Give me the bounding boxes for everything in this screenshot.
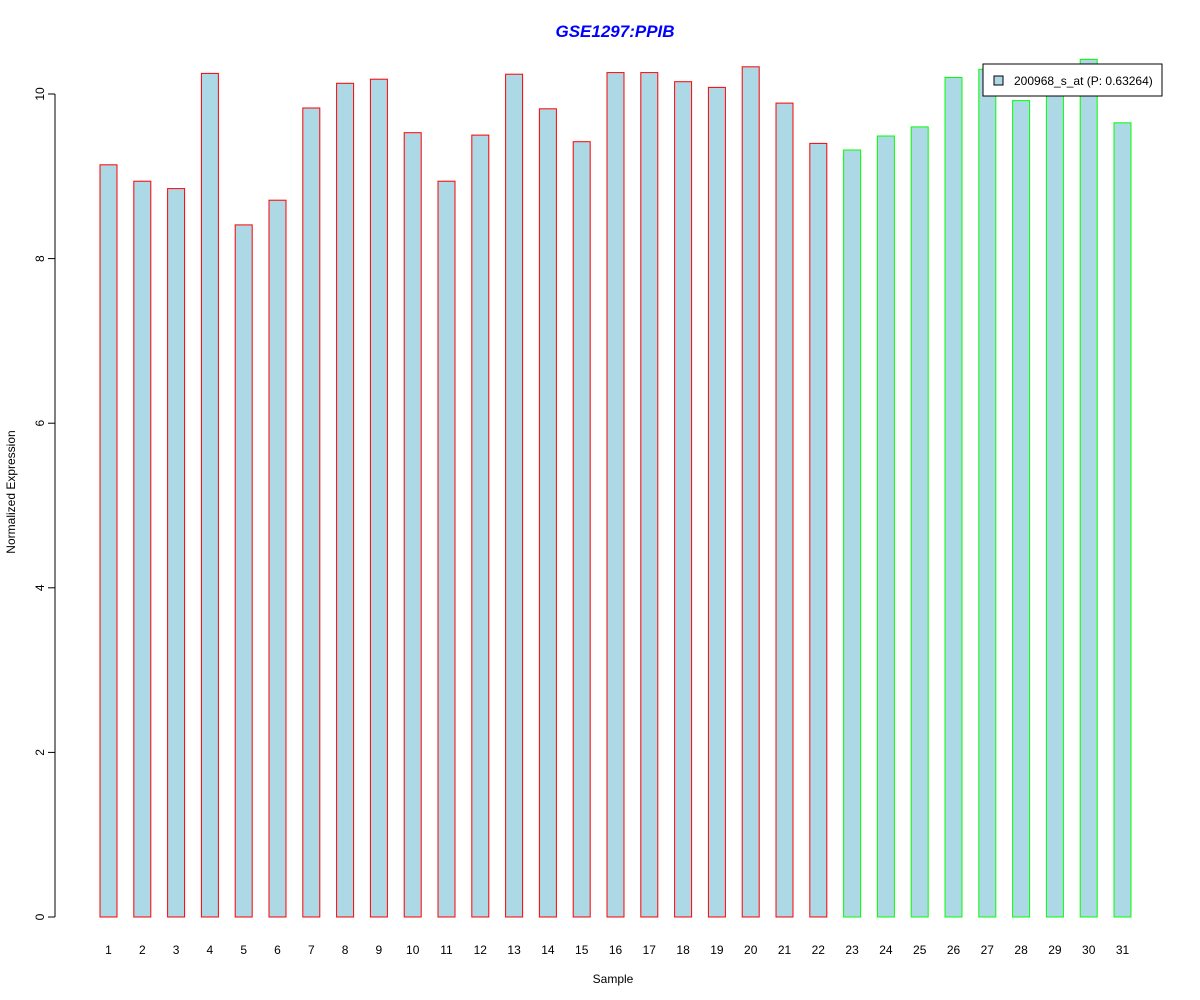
bar-sample-24 [876, 135, 895, 918]
x-axis-tick-label: 25 [913, 943, 927, 957]
y-axis-tick-label: 8 [33, 255, 47, 262]
bar-sample-2 [133, 180, 152, 918]
bar-sample-12 [471, 134, 490, 918]
bar-sample-27 [978, 68, 997, 918]
x-axis-tick-label: 14 [541, 943, 555, 957]
bar-sample-6 [268, 199, 287, 918]
y-axis-tick-label: 4 [33, 584, 47, 591]
x-axis-tick-label: 21 [778, 943, 792, 957]
bar-sample-25 [910, 126, 929, 918]
bar-sample-20 [741, 66, 760, 918]
bar-sample-22 [809, 142, 828, 918]
x-axis-tick-label: 29 [1048, 943, 1062, 957]
x-axis-tick-label: 31 [1116, 943, 1130, 957]
y-axis: 0 2 4 6 8 10 [33, 87, 56, 920]
bar-sample-29 [1045, 95, 1064, 918]
bar-sample-26 [944, 77, 963, 918]
bar-sample-1 [99, 164, 118, 918]
x-axis-tick-label: 11 [440, 943, 453, 957]
x-axis-tick-label: 19 [710, 943, 724, 957]
legend: 200968_s_at (P: 0.63264) [982, 63, 1163, 97]
bar-sample-21 [775, 102, 794, 918]
x-axis-label: Sample [593, 972, 634, 986]
bar-sample-3 [167, 188, 186, 918]
legend-box [982, 63, 1163, 97]
x-axis-tick-label: 18 [676, 943, 690, 957]
bar-sample-23 [843, 149, 862, 918]
bar-sample-30 [1079, 58, 1098, 918]
y-axis-tick-label: 2 [33, 749, 47, 756]
bar-sample-5 [234, 224, 253, 918]
x-axis-tick-label: 3 [173, 943, 180, 957]
y-axis-tick-label: 10 [33, 87, 47, 101]
bars [99, 58, 1132, 918]
chart-title: GSE1297:PPIB [555, 22, 674, 41]
bar-sample-19 [707, 86, 726, 918]
x-axis-tick-label: 2 [139, 943, 146, 957]
x-axis-tick-label: 24 [879, 943, 893, 957]
legend-label: 200968_s_at (P: 0.63264) [1014, 74, 1153, 88]
x-axis-tick-label: 6 [274, 943, 281, 957]
bar-sample-7 [302, 107, 321, 918]
y-axis-tick-label: 0 [33, 913, 47, 920]
y-axis-tick-label: 6 [33, 420, 47, 427]
bar-sample-10 [403, 132, 422, 918]
x-axis-tick-label: 5 [240, 943, 247, 957]
bar-sample-13 [505, 73, 524, 918]
bar-sample-11 [437, 180, 456, 918]
x-axis-tick-label: 30 [1082, 943, 1096, 957]
x-axis-tick-label: 10 [406, 943, 420, 957]
bar-sample-17 [640, 72, 659, 918]
bar-sample-28 [1012, 100, 1031, 918]
bar-sample-15 [572, 141, 591, 918]
x-axis-tick-label: 1 [105, 943, 112, 957]
x-axis-tick-label: 9 [376, 943, 383, 957]
bar-sample-18 [674, 81, 693, 918]
x-axis-tick-label: 13 [507, 943, 521, 957]
bar-sample-16 [606, 72, 625, 918]
bar-sample-9 [369, 78, 388, 918]
x-axis-tick-label: 27 [981, 943, 995, 957]
x-axis-tick-labels: 1 2 3 4 5 6 7 8 9 10 11 12 13 14 15 16 17 18 19 20 21 22 23 24 2… [105, 943, 1129, 957]
bar-sample-31 [1113, 122, 1132, 918]
x-axis-tick-label: 22 [812, 943, 826, 957]
y-axis-label: Normalized Expression [4, 430, 18, 553]
x-axis-tick-label: 23 [845, 943, 859, 957]
x-axis-tick-label: 12 [474, 943, 488, 957]
x-axis-tick-label: 17 [643, 943, 657, 957]
x-axis-tick-label: 16 [609, 943, 623, 957]
x-axis-tick-label: 8 [342, 943, 349, 957]
bar-sample-8 [336, 82, 355, 918]
x-axis-tick-label: 7 [308, 943, 315, 957]
x-axis-tick-label: 26 [947, 943, 961, 957]
x-axis-tick-label: 4 [207, 943, 214, 957]
x-axis-tick-label: 15 [575, 943, 589, 957]
bar-sample-4 [200, 72, 219, 918]
legend-swatch [993, 75, 1004, 86]
bar-sample-14 [538, 108, 557, 918]
x-axis-tick-label: 28 [1014, 943, 1028, 957]
x-axis-tick-label: 20 [744, 943, 758, 957]
